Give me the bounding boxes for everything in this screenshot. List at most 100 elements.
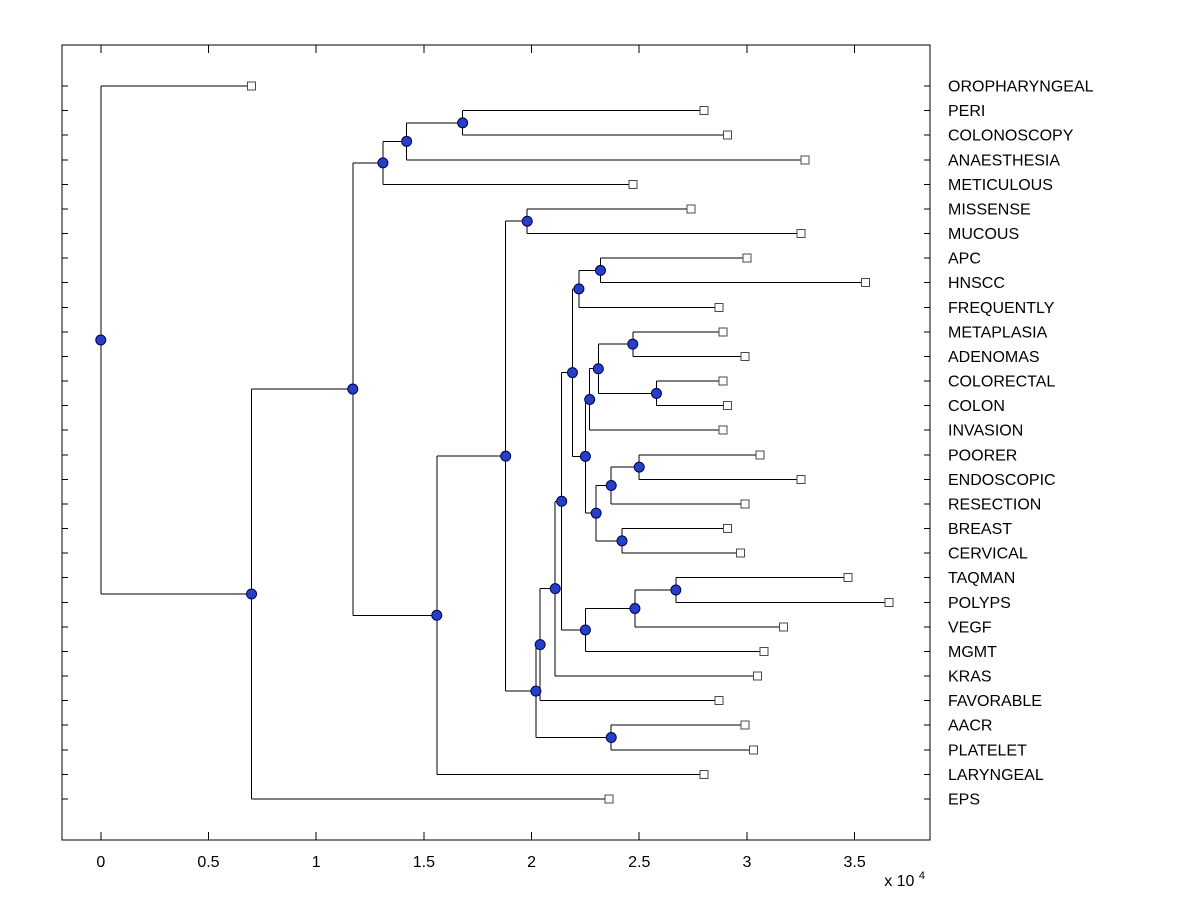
leaf-label: METICULOUS <box>948 177 1053 194</box>
branch-node-marker <box>633 461 645 473</box>
leaf-label: FREQUENTLY <box>948 300 1055 317</box>
axis-ticks <box>62 45 930 840</box>
x-tick-label: 0.5 <box>197 854 219 871</box>
leaf-marker <box>753 671 763 681</box>
branch-node-marker <box>584 393 596 405</box>
leaf-marker <box>860 278 870 288</box>
leaf-label: OROPHARYNGEAL <box>948 79 1094 96</box>
branch-node-marker <box>592 363 604 375</box>
leaf-marker <box>796 229 806 239</box>
leaf-marker <box>718 425 728 435</box>
branch-node-marker <box>246 588 258 600</box>
leaf-marker <box>884 597 894 607</box>
branch-node-marker <box>590 507 602 519</box>
leaf-marker <box>247 81 257 91</box>
leaf-marker <box>740 720 750 730</box>
leaf-marker <box>796 474 806 484</box>
leaf-label: KRAS <box>948 669 992 686</box>
leaf-label: FAVORABLE <box>948 693 1042 710</box>
x-tick-label: 2 <box>527 854 536 871</box>
leaf-marker <box>714 302 724 312</box>
leaf-label: VEGF <box>948 619 992 636</box>
x-tick-label: 1 <box>312 854 321 871</box>
branch-node-marker <box>549 583 561 595</box>
branch-node-marker <box>670 584 682 596</box>
plot-box <box>61 44 931 841</box>
leaf-label: HNSCC <box>948 275 1005 292</box>
branch-node-marker <box>556 495 568 507</box>
branch-node-marker <box>457 117 469 129</box>
branch-node-marker <box>401 135 413 147</box>
x-tick-label: 0 <box>96 854 105 871</box>
leaf-label: INVASION <box>948 423 1023 440</box>
leaf-marker <box>759 646 769 656</box>
leaf-marker <box>779 622 789 632</box>
leaf-label: LARYNGEAL <box>948 767 1044 784</box>
leaf-marker <box>604 794 614 804</box>
leaf-label: APC <box>948 251 981 268</box>
branch-node-marker <box>605 732 617 744</box>
x-tick-label: 3 <box>742 854 751 871</box>
leaf-marker <box>723 524 733 534</box>
branch-node-marker <box>347 383 359 395</box>
leaf-label: ANAESTHESIA <box>948 152 1060 169</box>
branch-node-marker <box>95 334 107 346</box>
tree-branch-lines <box>100 85 890 800</box>
leaf-marker <box>740 499 750 509</box>
axis-tick-labels: 0 0.5 1 1.5 2 2.5 3 3.5 x 10 4 <box>96 854 925 890</box>
leaf-marker <box>699 106 709 116</box>
leaf-label: COLONOSCOPY <box>948 128 1074 145</box>
x-tick-label: 3.5 <box>843 854 865 871</box>
branch-node-marker <box>650 387 662 399</box>
axes-border <box>61 44 931 841</box>
branch-node-marker <box>500 450 512 462</box>
leaf-label: BREAST <box>948 521 1012 538</box>
x-tick-label: 1.5 <box>413 854 435 871</box>
leaf-label: PERI <box>948 103 985 120</box>
leaf-marker <box>686 204 696 214</box>
leaf-label: EPS <box>948 792 980 809</box>
leaf-marker <box>718 376 728 386</box>
leaf-marker <box>714 696 724 706</box>
leaf-label: RESECTION <box>948 496 1041 513</box>
branch-node-marker <box>534 639 546 651</box>
branch-node-marker <box>627 338 639 350</box>
leaf-label: COLON <box>948 398 1005 415</box>
leaf-labels: OROPHARYNGEAL PERI COLONOSCOPY ANAESTHESIA M… <box>948 79 1094 809</box>
leaf-label: ENDOSCOPIC <box>948 472 1056 489</box>
leaf-label: PLATELET <box>948 742 1027 759</box>
leaf-label: MUCOUS <box>948 226 1019 243</box>
tree-node-markers <box>95 81 894 804</box>
leaf-label: AACR <box>948 718 992 735</box>
leaf-marker <box>723 401 733 411</box>
leaf-label: MISSENSE <box>948 201 1031 218</box>
leaf-label: COLORECTAL <box>948 374 1055 391</box>
branch-node-marker <box>573 283 585 295</box>
branch-node-marker <box>579 624 591 636</box>
branch-node-marker <box>566 367 578 379</box>
branch-node-marker <box>629 602 641 614</box>
leaf-marker <box>748 745 758 755</box>
leaf-marker <box>742 253 752 263</box>
leaf-marker <box>740 351 750 361</box>
leaf-marker <box>628 179 638 189</box>
leaf-label: ADENOMAS <box>948 349 1040 366</box>
branch-node-marker <box>377 157 389 169</box>
x-axis-exponent-label: x 10 4 <box>884 870 925 890</box>
branch-node-marker <box>594 264 606 276</box>
leaf-label: POLYPS <box>948 595 1011 612</box>
branch-node-marker <box>579 450 591 462</box>
branch-node-marker <box>616 535 628 547</box>
leaf-label: CERVICAL <box>948 546 1028 563</box>
leaf-marker <box>735 548 745 558</box>
branch-node-marker <box>605 480 617 492</box>
leaf-label: POORER <box>948 447 1017 464</box>
leaf-label: MGMT <box>948 644 997 661</box>
leaf-marker <box>843 573 853 583</box>
leaf-label: METAPLASIA <box>948 324 1048 341</box>
leaf-marker <box>755 450 765 460</box>
leaf-marker <box>800 155 810 165</box>
leaf-label: TAQMAN <box>948 570 1015 587</box>
leaf-marker <box>699 769 709 779</box>
